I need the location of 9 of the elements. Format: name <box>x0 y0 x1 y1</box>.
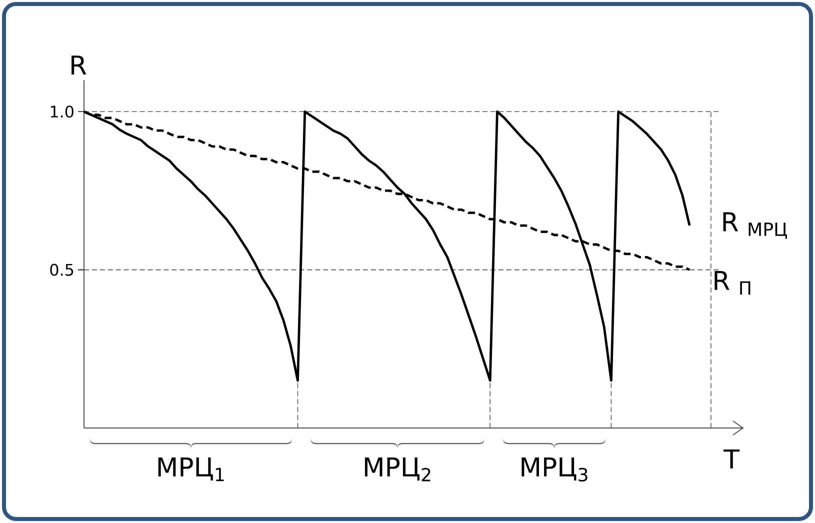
y-axis-title: R <box>72 56 86 74</box>
text: МРЦ$_{3}$ <box>522 457 588 482</box>
x-axis-title: T <box>724 450 740 468</box>
text: МРЦ$_{1}$ <box>158 457 224 482</box>
text: МРЦ$_{2}$ <box>364 457 430 482</box>
y-tick-label: 0.5 <box>50 264 74 276</box>
y-tick-label: 1.0 <box>50 106 74 118</box>
ref-line-label: R $_{П}$ <box>714 270 750 295</box>
text: R $_{МРЦ}$ <box>723 212 787 239</box>
